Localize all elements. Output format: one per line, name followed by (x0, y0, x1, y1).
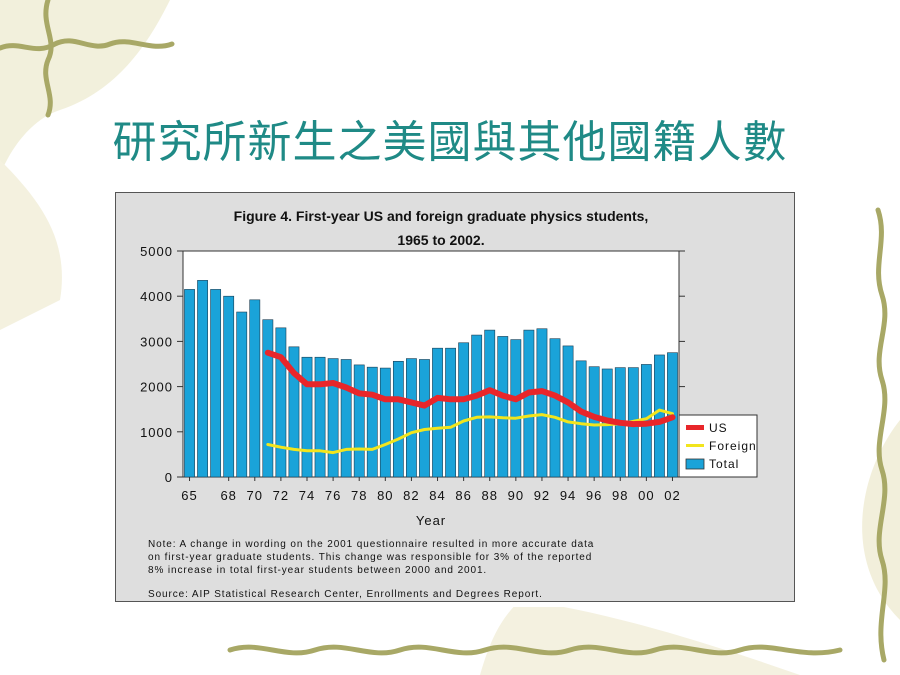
bar-total-1979 (366, 366, 378, 478)
legend-label-total: Total (709, 457, 739, 471)
bar-total-1970 (249, 299, 261, 478)
bar-total-1985 (445, 347, 456, 478)
chart-title: Figure 4. First-year US and foreign grad… (234, 208, 649, 224)
line-foreign (266, 408, 674, 455)
bar-total-1967 (210, 289, 222, 478)
bar-total-1991 (523, 329, 535, 478)
x-tick-label: 98 (612, 488, 628, 503)
vine-left-icon (43, 0, 54, 118)
x-tick-label: 94 (560, 488, 576, 503)
y-tick-label: 1000 (140, 425, 173, 440)
x-tick-label: 02 (664, 488, 680, 503)
note-line-3: 8% increase in total first-year students… (148, 565, 487, 576)
x-axis: 65 68 70 72 74 76 78 80 82 84 86 88 90 92 94 96 98 00 02 (181, 477, 680, 503)
figure-card: Figure 4. First-year US and foreign grad… (110, 185, 818, 607)
y-tick-label: 3000 (140, 334, 173, 349)
bar-total-1978 (353, 364, 365, 478)
lines-layer (264, 349, 676, 455)
bar-total-1986 (458, 342, 470, 478)
bar-total-1972 (275, 327, 287, 478)
bar-total-1984 (432, 347, 443, 478)
x-tick-label: 90 (508, 488, 524, 503)
chart-panel: Figure 4. First-year US and foreign grad… (115, 192, 795, 602)
bar-total-1971 (262, 319, 274, 478)
bar-total-1992 (536, 328, 548, 478)
y-axis: 0 1000 2000 3000 4000 5000 (140, 244, 685, 485)
bar-total-1975 (314, 356, 326, 478)
chart-source: Source: AIP Statistical Research Center,… (148, 589, 543, 600)
x-tick-label: 88 (482, 488, 498, 503)
x-tick-label: 80 (377, 488, 393, 503)
bar-total-1966 (197, 280, 208, 478)
line-us (264, 349, 676, 428)
x-tick-label: 72 (273, 488, 289, 503)
legend-swatch-total (685, 458, 705, 470)
legend-label-us: US (709, 421, 728, 435)
x-tick-label: 86 (455, 488, 471, 503)
x-tick-label: 78 (351, 488, 367, 503)
bar-total-1965 (184, 289, 195, 478)
legend: US Foreign Total (678, 414, 758, 478)
note-line-1: Note: A change in wording on the 2001 qu… (148, 539, 594, 550)
bar-total-1977 (340, 359, 352, 478)
vine-bottom-icon (227, 644, 843, 656)
bar-total-1973 (288, 346, 300, 478)
chart-svg: Figure 4. First-year US and foreign grad… (140, 208, 758, 600)
y-tick-label: 5000 (140, 244, 173, 259)
bar-total-1995 (575, 360, 587, 478)
bar-total-1983 (419, 359, 430, 478)
x-axis-label: Year (416, 513, 446, 528)
bar-total-1990 (510, 339, 522, 478)
bar-total-1981 (392, 360, 404, 478)
x-tick-label: 74 (299, 488, 315, 503)
vine-top-left-icon (0, 38, 175, 52)
x-tick-label: 76 (325, 488, 341, 503)
bar-total-1982 (406, 358, 417, 478)
bar-total-1988 (484, 329, 496, 478)
x-tick-label: 70 (247, 488, 263, 503)
x-tick-label: 92 (534, 488, 550, 503)
bar-total-1989 (497, 336, 509, 478)
bar-total-1974 (301, 356, 313, 478)
leaf-decoration-bottom (480, 600, 800, 675)
y-tick-label: 0 (165, 470, 173, 485)
bar-total-1987 (471, 334, 483, 478)
bar-total-1993 (549, 338, 561, 478)
x-tick-label: 96 (586, 488, 602, 503)
x-tick-label: 00 (638, 488, 654, 503)
x-tick-label: 68 (220, 488, 236, 503)
slide-title: 研究所新生之美國與其他國籍人數 (112, 117, 788, 168)
chart-subtitle: 1965 to 2002. (397, 232, 484, 248)
bar-total-1969 (236, 311, 248, 478)
bar-total-1994 (562, 345, 574, 478)
chart-note: Note: A change in wording on the 2001 qu… (148, 539, 594, 576)
legend-swatch-foreign (686, 444, 704, 447)
x-tick-label: 84 (429, 488, 445, 503)
legend-swatch-us (686, 425, 704, 430)
bar-total-1980 (379, 367, 391, 478)
leaf-decoration-left (0, 160, 62, 330)
bar-total-1976 (327, 358, 339, 478)
bar-total-1968 (223, 295, 235, 478)
y-tick-label: 4000 (140, 289, 173, 304)
legend-label-foreign: Foreign (709, 439, 757, 453)
bar-total-2001 (654, 354, 665, 478)
bar-total-1996 (588, 366, 600, 478)
y-tick-label: 2000 (140, 380, 173, 395)
x-tick-label: 65 (181, 488, 197, 503)
note-line-2: on first-year graduate students. This ch… (148, 552, 592, 563)
x-tick-label: 82 (403, 488, 419, 503)
vine-right-icon (875, 207, 888, 663)
